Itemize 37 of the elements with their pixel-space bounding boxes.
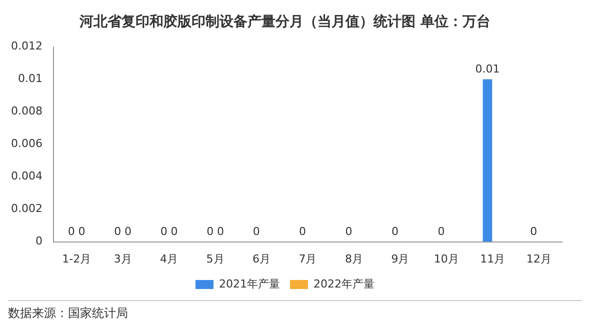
y-tick-label: 0.008: [10, 104, 42, 118]
data-label: 0: [345, 225, 352, 238]
data-label: 0: [438, 225, 445, 238]
legend-label: 2021年产量: [219, 277, 280, 290]
y-tick-label: 0.002: [10, 202, 42, 216]
data-label: 0: [68, 225, 75, 238]
y-tick-label: 0.01: [18, 72, 42, 86]
data-label: 0: [206, 225, 214, 238]
data-label: 0: [252, 225, 260, 238]
data-label: 0: [78, 225, 86, 238]
data-label: 0: [530, 225, 538, 238]
x-tick-label: 9月: [391, 252, 410, 266]
data-label: 0: [160, 225, 168, 238]
y-tick-label: 0.006: [10, 137, 42, 150]
x-tick-label: 6月: [252, 252, 271, 266]
data-label: 0.01: [475, 62, 500, 76]
data-label: 0: [216, 225, 224, 238]
x-tick-label: 1-2月: [62, 252, 92, 266]
data-label: 0: [170, 225, 178, 238]
data-label: 0: [124, 225, 132, 238]
source-note: 数据来源：国家统计局: [8, 306, 128, 320]
legend-label: 2022年产量: [314, 277, 374, 290]
x-tick-label: 10月: [434, 252, 459, 266]
y-tick-label: 0: [35, 234, 42, 248]
data-label: 0: [392, 225, 398, 238]
data-label: 0: [299, 225, 306, 238]
x-tick-label: 3月: [114, 252, 132, 266]
x-tick-label: 12月: [526, 252, 552, 266]
x-tick-label: 11月: [480, 252, 506, 266]
data-label: 0: [114, 225, 122, 238]
x-tick-label: 4月: [160, 252, 178, 266]
y-tick-label: 0.012: [10, 40, 42, 53]
x-tick-label: 7月: [298, 252, 317, 266]
chart-title: 河北省复印和胶版印制设备产量分月（当月值）统计图 单位：万台: [78, 13, 490, 30]
y-tick-label: 0.004: [10, 170, 42, 183]
x-tick-label: 5月: [206, 252, 224, 266]
x-tick-label: 8月: [344, 252, 363, 266]
